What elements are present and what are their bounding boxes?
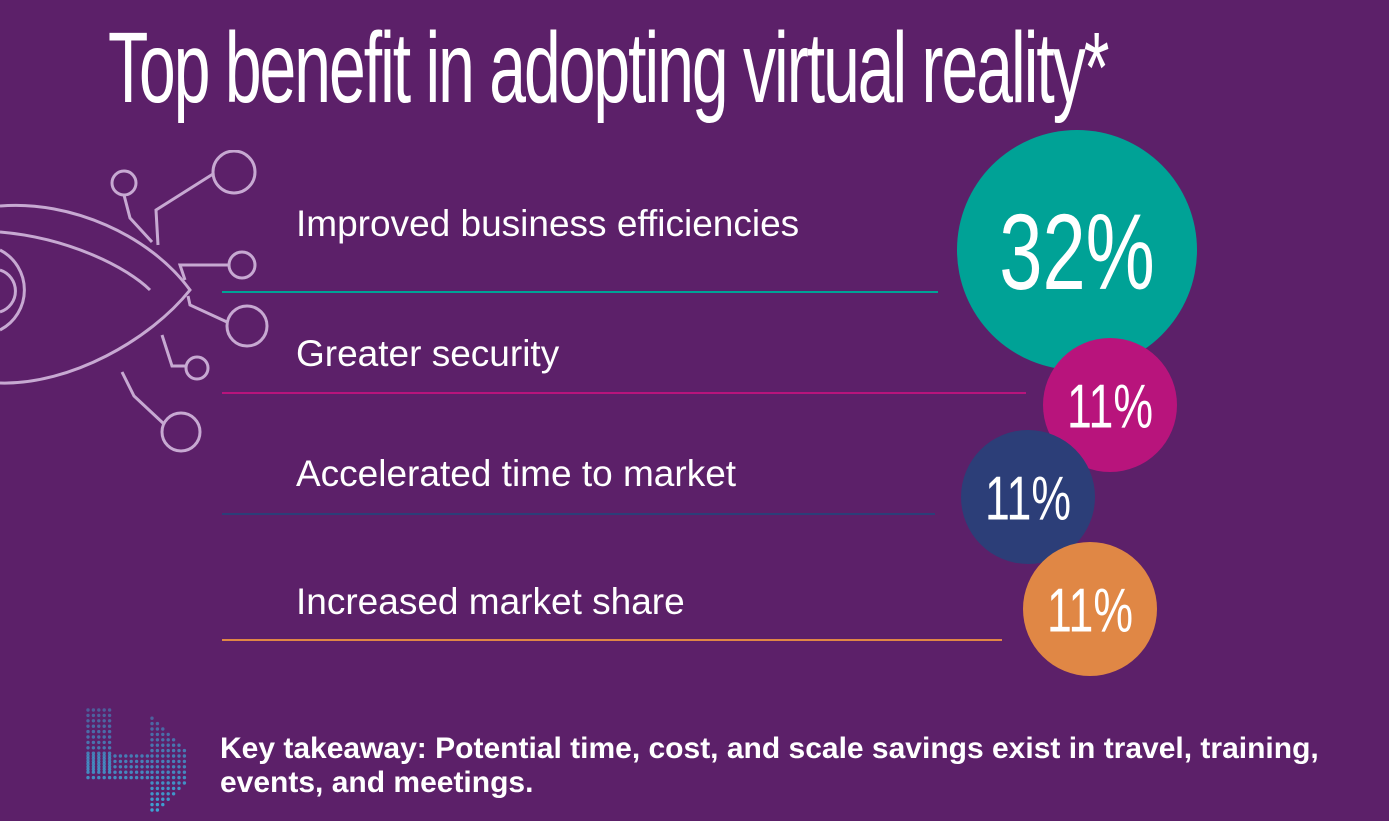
category-label: Increased market share bbox=[296, 581, 685, 622]
value-label: 32% bbox=[999, 191, 1155, 312]
value-label: 11% bbox=[985, 464, 1071, 533]
category-label: Improved business efficiencies bbox=[296, 203, 799, 244]
value-bubble bbox=[1043, 338, 1177, 472]
eye-network-icon bbox=[0, 150, 269, 453]
value-bubble bbox=[1023, 542, 1157, 676]
value-label: 11% bbox=[1067, 372, 1153, 441]
key-takeaway: Key takeaway: Potential time, cost, and … bbox=[220, 732, 1319, 799]
category-label: Greater security bbox=[296, 333, 560, 374]
category-label: Accelerated time to market bbox=[296, 453, 737, 494]
value-label: 11% bbox=[1047, 576, 1133, 645]
dotted-arrow-icon bbox=[86, 708, 187, 812]
page-title: Top benefit in adopting virtual reality* bbox=[108, 12, 1109, 124]
value-bubble bbox=[957, 130, 1197, 370]
value-bubble bbox=[961, 430, 1095, 564]
